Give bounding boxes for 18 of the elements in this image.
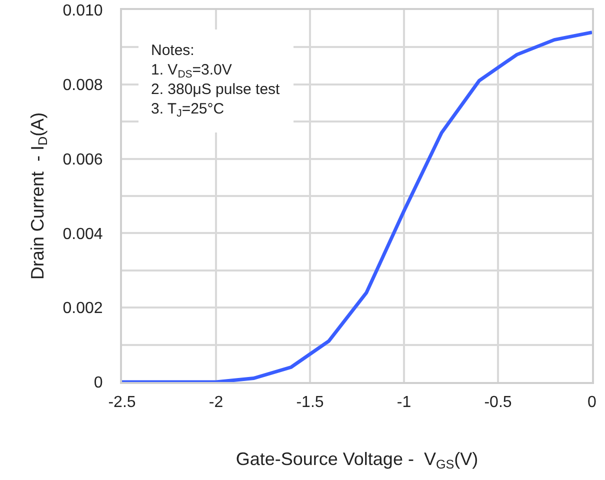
x-tick-label: -1.5 xyxy=(296,394,324,412)
line-series xyxy=(122,30,592,382)
x-axis-title: Gate-Source Voltage - V$_{GS}$(V) xyxy=(236,448,478,472)
x-tick-label: 0 xyxy=(588,394,597,412)
y-tick-label: 0.006 xyxy=(62,151,103,168)
x-tick-label: -2 xyxy=(208,394,224,412)
y-tick-label: 0 xyxy=(94,374,103,392)
y-tick-label: 0.002 xyxy=(62,300,103,318)
x-tick-label: -0.5 xyxy=(484,394,512,412)
y-tick-label: 0.004 xyxy=(62,226,103,243)
x-tick-label: -2.5 xyxy=(108,394,136,412)
annotation: Notes: xyxy=(151,42,194,59)
annotation: 2. 380μS pulse test xyxy=(151,81,281,98)
x-tick-label: -1 xyxy=(396,394,412,412)
annotation: 1. V$_{DS}$=3.0V xyxy=(151,62,232,81)
y-tick-label: 0.010 xyxy=(62,2,103,20)
y-tick-label: 0.008 xyxy=(62,77,103,94)
annotation: 3. T$_{J}$=25°C xyxy=(151,100,224,120)
